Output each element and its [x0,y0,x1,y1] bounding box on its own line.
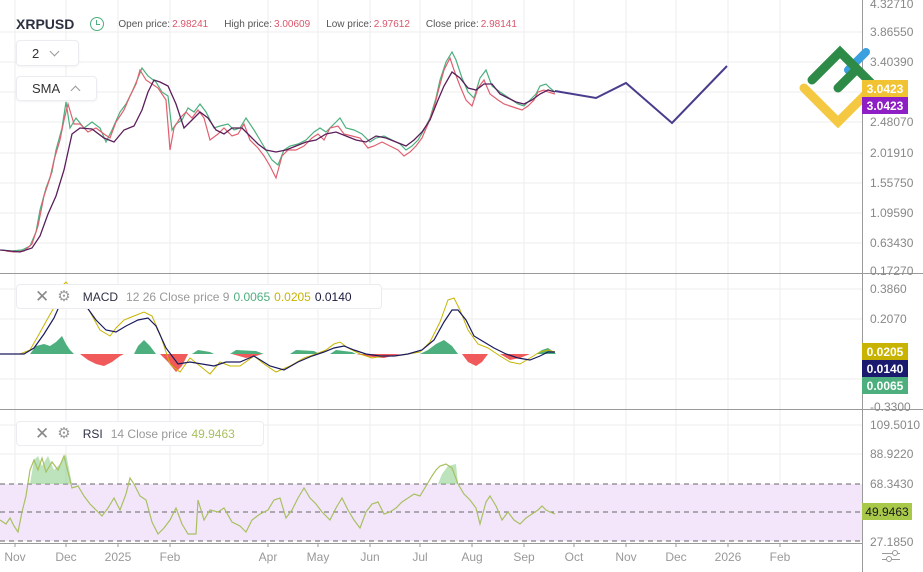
settings-sliders-icon[interactable] [882,550,900,564]
signal-value-tag: 0.0140 [862,360,908,377]
rsi-value-tag: 49.9463 [862,503,912,520]
time-tick: Jun [360,550,380,564]
time-tick: Dec [665,550,687,564]
high-value: 3.00609 [274,18,311,30]
time-tick: Sep [513,550,535,564]
time-tick: 2026 [714,550,742,564]
price-tick: 0.63430 [870,236,914,250]
close-icon[interactable]: ✕ [35,287,50,306]
macd-legend: ✕ ⚙ MACD 12 26 Close price 9 0.0065 0.02… [16,284,382,309]
time-tick: Jul [412,550,428,564]
chevron-up-icon [70,85,81,96]
price-tick: 2.48070 [870,115,914,129]
price-tick: 2.01910 [870,146,914,160]
chevron-down-icon [49,46,60,56]
histogram-value-tag: 0.0065 [862,377,908,394]
time-tick: Dec [55,550,77,564]
gear-icon[interactable]: ⚙ [57,288,71,305]
close-label: Close price: [425,18,479,30]
time-tick: Apr [258,550,278,564]
rsi-name: RSI [82,426,103,441]
price-tick: 3.40390 [870,55,914,69]
macd-params: 12 26 Close price 9 [126,289,230,304]
macd-name: MACD [82,289,119,304]
price-tick: 4.32710 [870,0,914,11]
ohlc-header: XRPUSD Open price: 2.98241 High price: 3… [16,14,533,34]
candlesticks [1,50,556,253]
macd-tick: -0.3300 [870,400,911,414]
macd-signal-value: 0.0140 [314,289,352,304]
macd-value-tag: 0.0205 [862,343,908,360]
gear-icon[interactable]: ⚙ [57,425,71,442]
time-tick: Feb [769,550,791,564]
brand-logo-icon [799,45,881,129]
rsi-value: 49.9463 [191,426,235,441]
indicator-value: SMA [32,81,61,96]
timeframe-value: 2 [32,45,40,61]
rsi-tick: 109.5010 [870,418,921,432]
time-tick: Feb [159,550,181,564]
price-tick: 1.55750 [870,176,914,190]
rsi-line [0,454,556,536]
signal-line [0,289,555,371]
rsi-params: 14 Close price [110,426,188,441]
indicator-dropdown[interactable]: SMA [16,76,97,101]
macd-tick: 0.2070 [870,312,907,326]
time-tick: Nov [615,550,637,564]
macd-line-value: 0.0205 [274,289,311,304]
last-price-tag: 3.0423 [862,80,908,97]
rsi-legend: ✕ ⚙ RSI 14 Close price 49.9463 [16,421,264,446]
clock-icon[interactable] [90,17,105,31]
time-tick: 2025 [104,550,132,564]
low-value: 2.97612 [373,18,410,30]
high-label: High price: [224,18,273,30]
close-icon[interactable]: ✕ [35,424,50,443]
open-label: Open price: [118,18,171,30]
rsi-tick: 68.3430 [870,477,914,491]
price-tick: 3.86550 [870,25,914,39]
close-value: 2.98141 [480,18,517,30]
price-tick: 1.09590 [870,206,914,220]
rsi-tick: 27.1850 [870,535,914,549]
macd-tick: 0.3860 [870,282,907,296]
time-tick: Aug [461,550,483,564]
time-tick: Oct [564,550,584,564]
time-tick: Nov [4,550,26,564]
rsi-band [0,484,862,541]
low-label: Low price: [326,18,372,30]
sma-line [0,71,556,253]
macd-hist-value: 0.0065 [233,289,271,304]
price-tick: 0.17270 [870,264,914,278]
sma-price-tag: 3.0423 [862,97,908,114]
macd-histogram [30,336,556,372]
open-value: 2.98241 [172,18,209,30]
time-tick: May [306,550,330,564]
forecast-line [554,65,728,125]
timeframe-dropdown[interactable]: 2 [16,40,79,66]
symbol-title: XRPUSD [16,16,75,32]
rsi-tick: 88.9220 [870,447,914,461]
